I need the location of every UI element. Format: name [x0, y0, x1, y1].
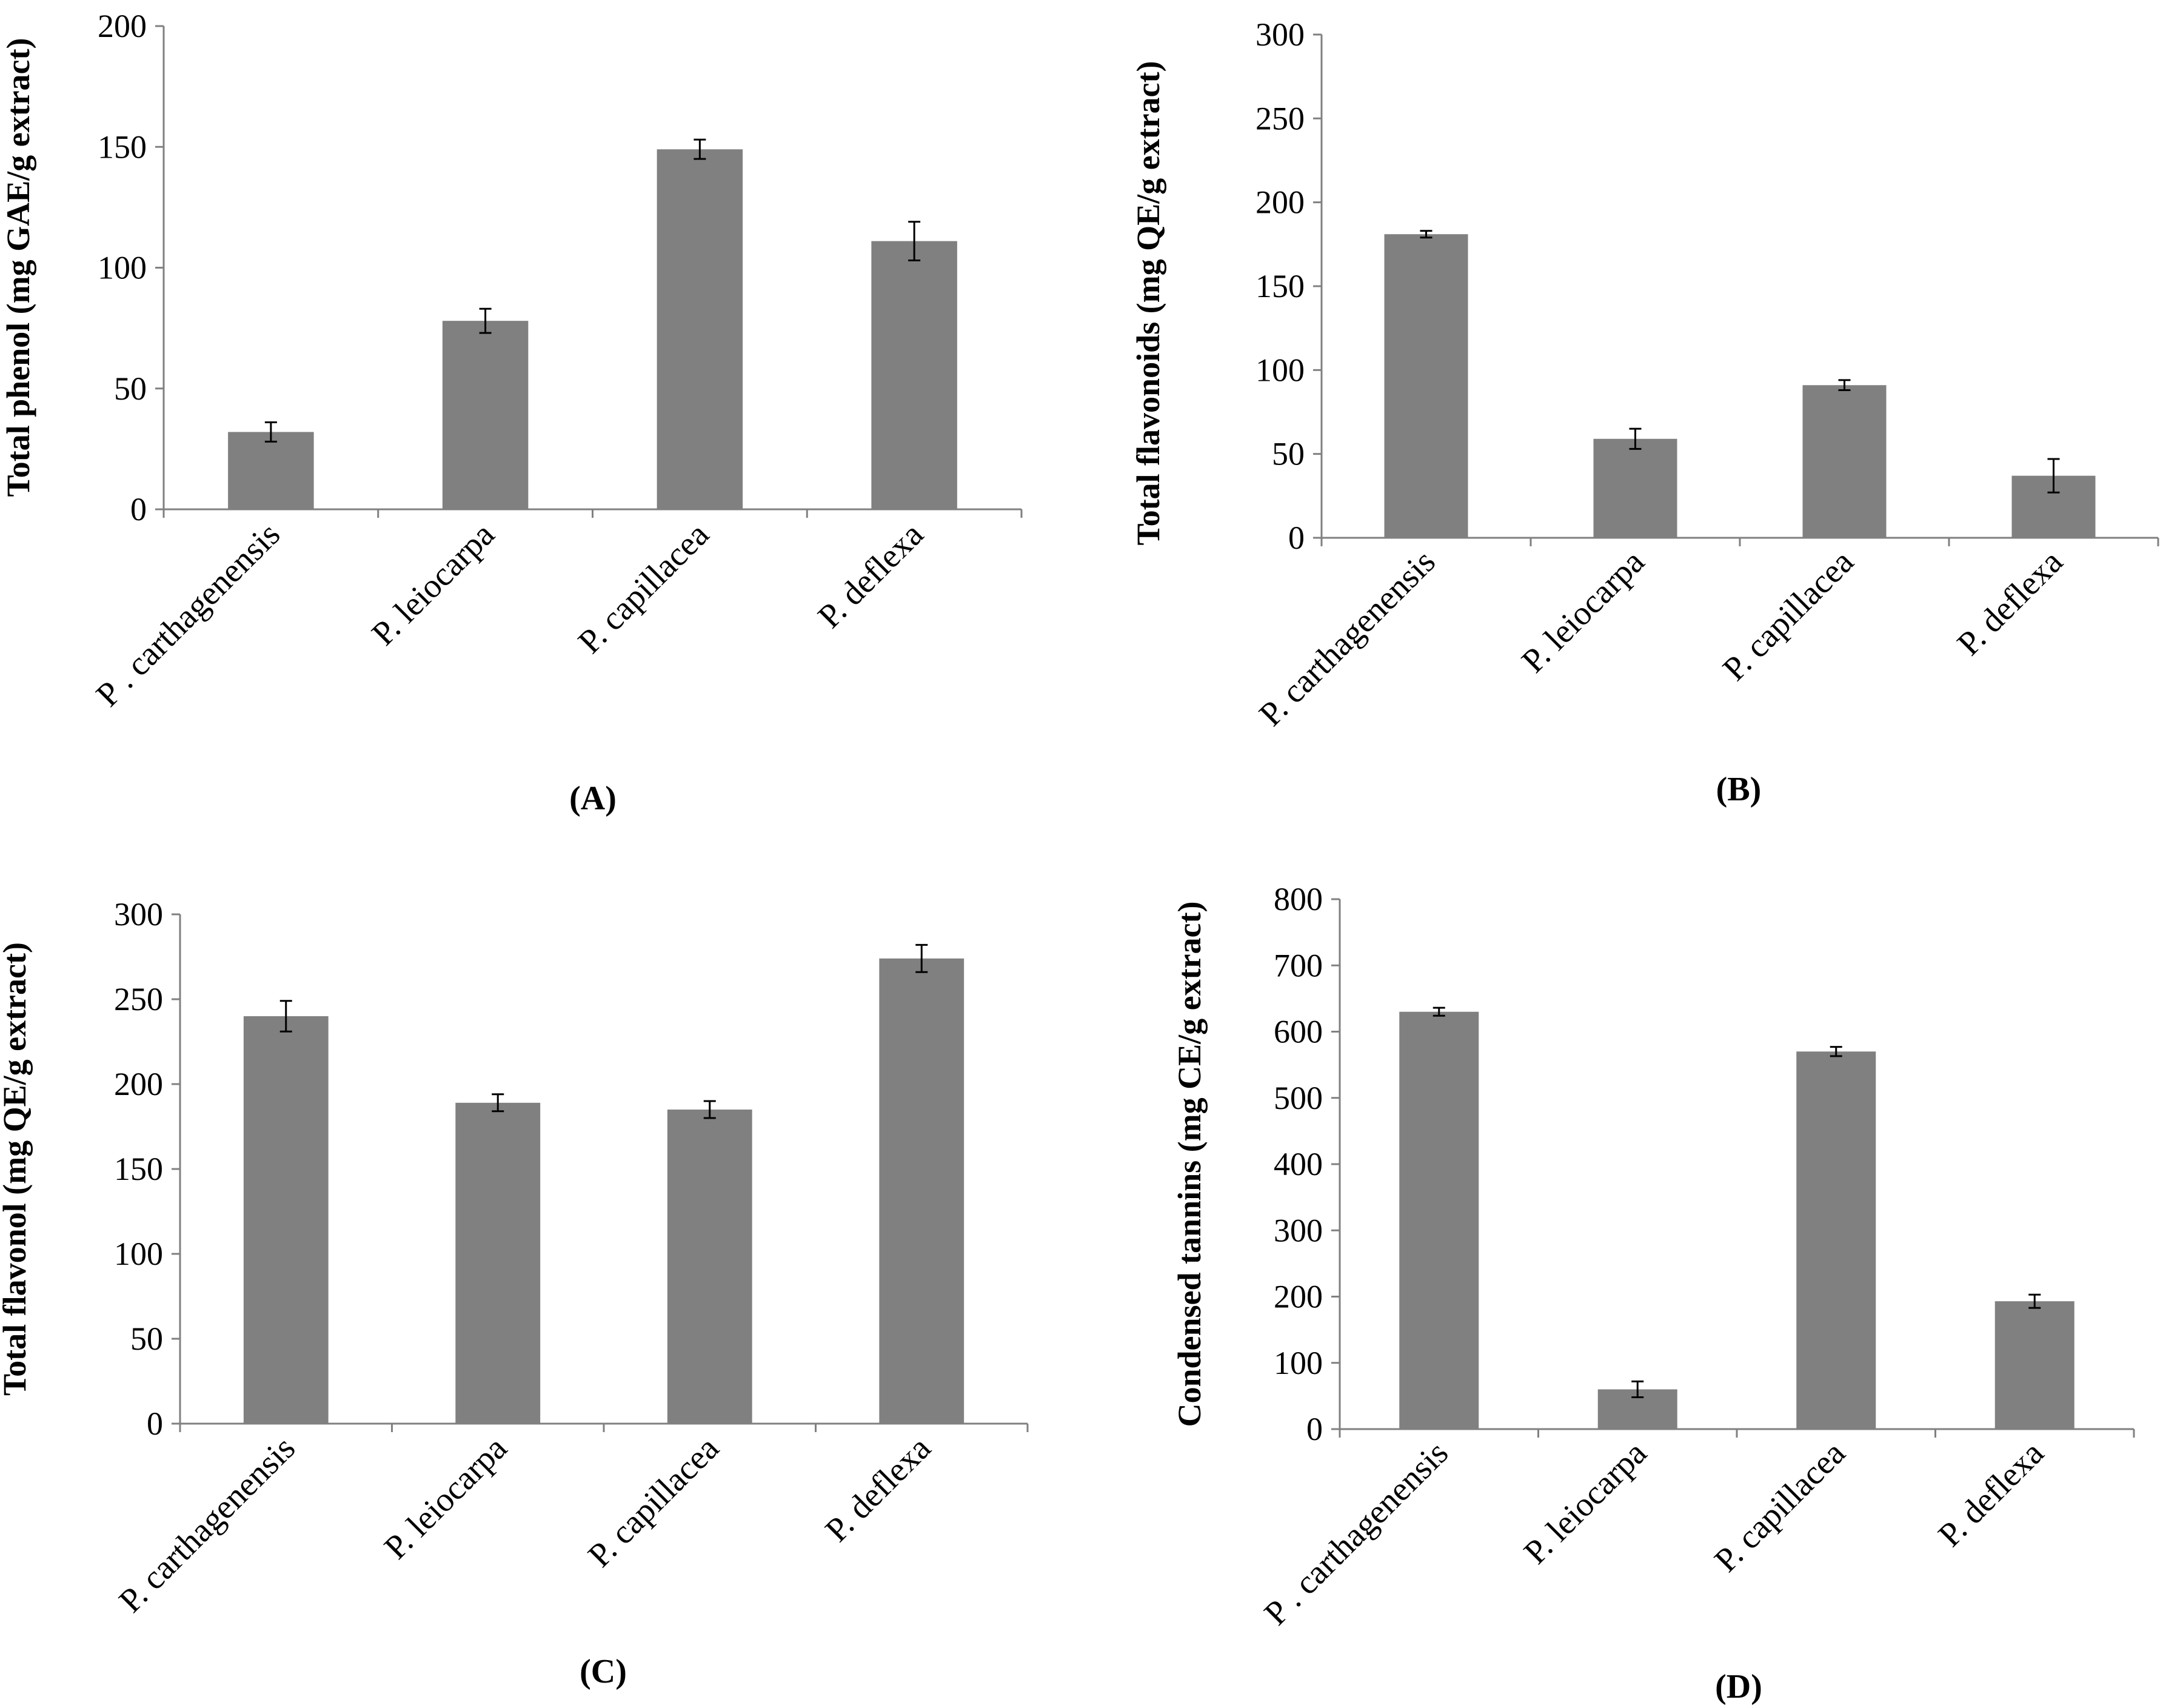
- bar: [1796, 1051, 1876, 1429]
- category-label: P . carthagenensis: [89, 515, 287, 714]
- y-tick-label: 0: [1306, 1411, 1323, 1447]
- y-tick-label: 0: [1288, 520, 1305, 556]
- y-tick-label: 150: [114, 1151, 163, 1187]
- category-label: P. capillacea: [1707, 1434, 1853, 1579]
- bar: [243, 1016, 329, 1424]
- bar: [871, 241, 957, 509]
- category-label: P. leiocarpa: [364, 515, 501, 652]
- panel-label: (B): [1716, 771, 1762, 808]
- chart-panel-a: 0 50 100 150 200 P . carthagenensis P. leiocar…: [0, 8, 1023, 817]
- y-tick-label: 100: [1274, 1345, 1323, 1381]
- y-tick-label: 50: [130, 1321, 163, 1357]
- bar: [442, 321, 529, 509]
- chart-panel-d: 0 100 200 300 400 500 600 700 800 P . carthagenen…: [1171, 881, 2135, 1706]
- chart-panel-c: 0 50 100 150 200 250 300 P. carthagenensis P. le…: [0, 896, 1029, 1690]
- panel-label: (A): [569, 780, 617, 817]
- chart-panel-b: 0 50 100 150 200 250 300 P. carthagenensis P. le…: [1130, 16, 2159, 808]
- category-label: P. capillacea: [571, 515, 717, 661]
- y-tick-label: 250: [1255, 100, 1305, 136]
- bar: [1994, 1301, 2074, 1429]
- y-tick-label: 200: [98, 8, 147, 44]
- panel-label: (C): [580, 1653, 627, 1690]
- y-tick-label: 100: [114, 1236, 163, 1272]
- y-tick-label: 0: [130, 491, 147, 527]
- bar: [1399, 1011, 1479, 1429]
- category-label: P. carthagenensis: [1252, 543, 1442, 733]
- y-axis-title: Total flavonoids (mg QE/g extract): [1130, 61, 1166, 546]
- y-tick-label: 300: [1255, 16, 1305, 53]
- category-label: P. leiocarpa: [1517, 1434, 1654, 1571]
- y-axis-title: Condensed tannins (mg CE/g extract): [1171, 901, 1208, 1427]
- y-tick-label: 250: [114, 981, 163, 1017]
- y-tick-label: 200: [1274, 1279, 1323, 1315]
- bar: [667, 1110, 752, 1424]
- y-tick-label: 600: [1274, 1014, 1323, 1050]
- category-label: P. deflexa: [811, 515, 931, 635]
- category-label: P. capillacea: [1716, 543, 1861, 688]
- category-label: P . carthagenensis: [1257, 1434, 1456, 1632]
- y-tick-label: 200: [114, 1066, 163, 1102]
- bar: [879, 958, 964, 1424]
- category-label: P. leiocarpa: [377, 1429, 514, 1566]
- y-tick-label: 0: [147, 1405, 163, 1442]
- category-label: P. capillacea: [581, 1429, 726, 1575]
- bar: [455, 1102, 541, 1424]
- bar: [1802, 385, 1887, 538]
- category-label: P. carthagenensis: [112, 1429, 303, 1619]
- y-tick-label: 500: [1274, 1080, 1323, 1116]
- y-tick-label: 400: [1274, 1146, 1323, 1182]
- category-label: P. deflexa: [1950, 543, 2070, 663]
- y-tick-label: 50: [114, 370, 147, 407]
- y-tick-label: 150: [98, 129, 147, 165]
- y-tick-label: 800: [1274, 881, 1323, 917]
- y-tick-label: 700: [1274, 947, 1323, 983]
- bar: [657, 149, 743, 510]
- category-label: P. deflexa: [1931, 1434, 2051, 1554]
- y-tick-label: 100: [98, 250, 147, 286]
- y-tick-label: 50: [1272, 436, 1305, 472]
- panel-label: (D): [1715, 1668, 1762, 1706]
- y-axis-title: Total phenol (mg GAE/g extract): [0, 38, 36, 497]
- y-tick-label: 200: [1255, 184, 1305, 221]
- y-tick-label: 150: [1255, 268, 1305, 304]
- y-axis-title: Total flavonol (mg QE/g extract): [0, 942, 33, 1396]
- bar: [1593, 438, 1677, 538]
- category-label: P. leiocarpa: [1514, 543, 1651, 680]
- bar: [1384, 234, 1468, 538]
- y-tick-label: 100: [1255, 352, 1305, 388]
- category-label: P. deflexa: [818, 1429, 938, 1549]
- bar: [228, 432, 314, 509]
- y-tick-label: 300: [1274, 1212, 1323, 1248]
- y-tick-label: 300: [114, 896, 163, 933]
